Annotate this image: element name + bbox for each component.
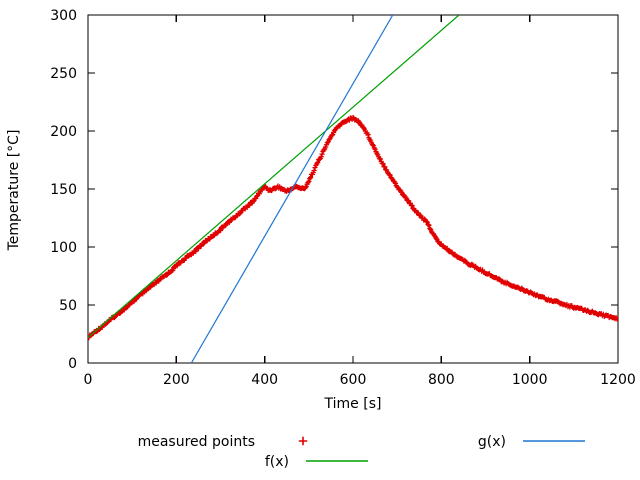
legend-entry-measured-points[interactable]: measured points (138, 434, 308, 450)
x-axis-title: Time [s] (324, 396, 382, 412)
y-tick-label: 100 (50, 240, 77, 256)
legend-label: measured points (138, 434, 255, 450)
y-tick-label: 250 (50, 66, 77, 82)
legend-entry-g-x-[interactable]: g(x) (478, 434, 585, 450)
x-axis-ticks: 0 200 400 600 800 1000 1200 (84, 15, 636, 388)
y-tick-label: 200 (50, 124, 77, 140)
x-tick-label: 0 (84, 372, 93, 388)
y-tick-label: 50 (59, 298, 77, 314)
series-f-x- (88, 15, 460, 338)
y-tick-label: 300 (50, 8, 77, 24)
legend-swatch-marker (298, 436, 308, 446)
x-tick-label: 800 (428, 372, 455, 388)
chart-legend: measured points f(x) g(x) (138, 434, 585, 470)
plot-frame (87, 14, 619, 364)
legend-label: g(x) (478, 434, 506, 450)
x-tick-label: 400 (251, 372, 278, 388)
x-tick-label: 200 (163, 372, 190, 388)
legend-entry-f-x-[interactable]: f(x) (265, 454, 368, 470)
y-axis-ticks: 0 50 100 150 200 250 300 (50, 8, 618, 372)
x-tick-label: 1000 (512, 372, 548, 388)
series-g-x- (190, 15, 394, 363)
x-tick-label: 600 (340, 372, 367, 388)
y-tick-label: 150 (50, 182, 77, 198)
legend-label: f(x) (265, 454, 289, 470)
data-series-layer (88, 15, 618, 363)
series-measured-points (88, 114, 618, 341)
y-axis-title: Temperature [°C] (6, 130, 22, 252)
y-tick-label: 0 (68, 356, 77, 372)
x-tick-label: 1200 (600, 372, 636, 388)
